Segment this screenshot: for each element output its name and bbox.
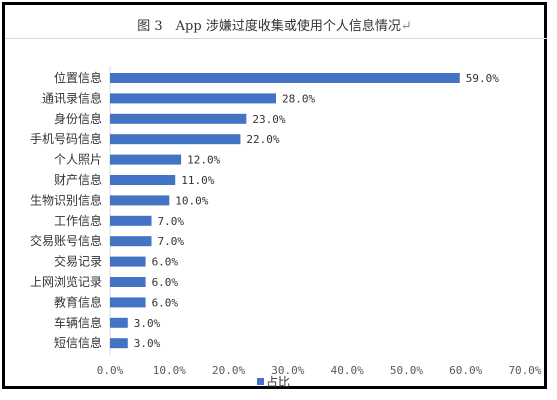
bar	[110, 73, 460, 83]
bar	[110, 297, 146, 308]
data-label: 6.0%	[152, 256, 179, 269]
data-label: 59.0%	[466, 72, 499, 85]
x-tick-label: 60.0%	[449, 364, 482, 377]
bar	[110, 215, 152, 226]
category-label: 生物识别信息	[30, 192, 102, 207]
data-label: 7.0%	[158, 215, 185, 228]
chart-area: 位置信息 59.0% 通讯录信息 28.0% 身份信息 23.0% 手机号码信息 22.0% 个…	[5, 38, 547, 389]
bar	[110, 236, 152, 247]
bar	[110, 277, 146, 287]
x-tick-label: 40.0%	[331, 364, 364, 377]
category-label: 工作信息	[54, 213, 102, 228]
chart-title-text: 图 3 App 涉嫌过度收集或使用个人信息情况	[137, 19, 401, 34]
x-tick-label: 10.0%	[153, 364, 186, 377]
chart-frame: 图 3 App 涉嫌过度收集或使用个人信息情况↵	[2, 2, 547, 389]
data-label: 11.0%	[181, 174, 214, 187]
x-tick-label: 30.0%	[271, 364, 304, 377]
bar	[110, 256, 146, 267]
category-label: 交易记录	[54, 254, 102, 269]
data-label: 22.0%	[246, 133, 279, 146]
bar	[110, 338, 128, 349]
data-label: 6.0%	[152, 276, 179, 289]
category-label: 教育信息	[54, 294, 102, 309]
data-label: 10.0%	[175, 194, 208, 207]
data-label: 3.0%	[134, 317, 161, 330]
data-label: 23.0%	[252, 113, 285, 126]
category-label: 上网浏览记录	[30, 274, 102, 289]
data-label: 28.0%	[282, 92, 315, 105]
bar	[110, 134, 241, 145]
category-label: 车辆信息	[54, 315, 102, 330]
x-tick-label: 0.0%	[97, 364, 124, 377]
data-label: 3.0%	[134, 337, 161, 350]
category-label: 手机号码信息	[30, 131, 102, 146]
data-label: 7.0%	[158, 235, 185, 248]
category-label: 通讯录信息	[42, 90, 102, 105]
bar	[110, 93, 276, 104]
category-label: 身份信息	[54, 111, 102, 126]
chart-title: 图 3 App 涉嫌过度收集或使用个人信息情况↵	[5, 15, 544, 34]
bar	[110, 195, 170, 206]
category-label: 短信信息	[54, 335, 102, 350]
data-label: 6.0%	[152, 296, 179, 309]
category-label: 财产信息	[54, 172, 102, 187]
bar	[110, 175, 176, 185]
category-label: 个人照片	[54, 153, 102, 167]
x-tick-label: 50.0%	[390, 364, 423, 377]
category-label: 位置信息	[54, 70, 102, 85]
data-label: 12.0%	[187, 154, 220, 167]
category-label: 交易账号信息	[30, 233, 102, 248]
bar	[110, 317, 128, 328]
x-tick-label: 70.0%	[508, 364, 541, 377]
paragraph-mark: ↵	[400, 19, 412, 34]
legend-label: 占比	[266, 374, 290, 389]
legend-swatch	[257, 378, 264, 385]
bar	[110, 113, 247, 124]
x-tick-label: 20.0%	[212, 364, 245, 377]
bar	[110, 154, 182, 165]
bar-chart: 位置信息 59.0% 通讯录信息 28.0% 身份信息 23.0% 手机号码信息 22.0% 个…	[30, 66, 542, 389]
